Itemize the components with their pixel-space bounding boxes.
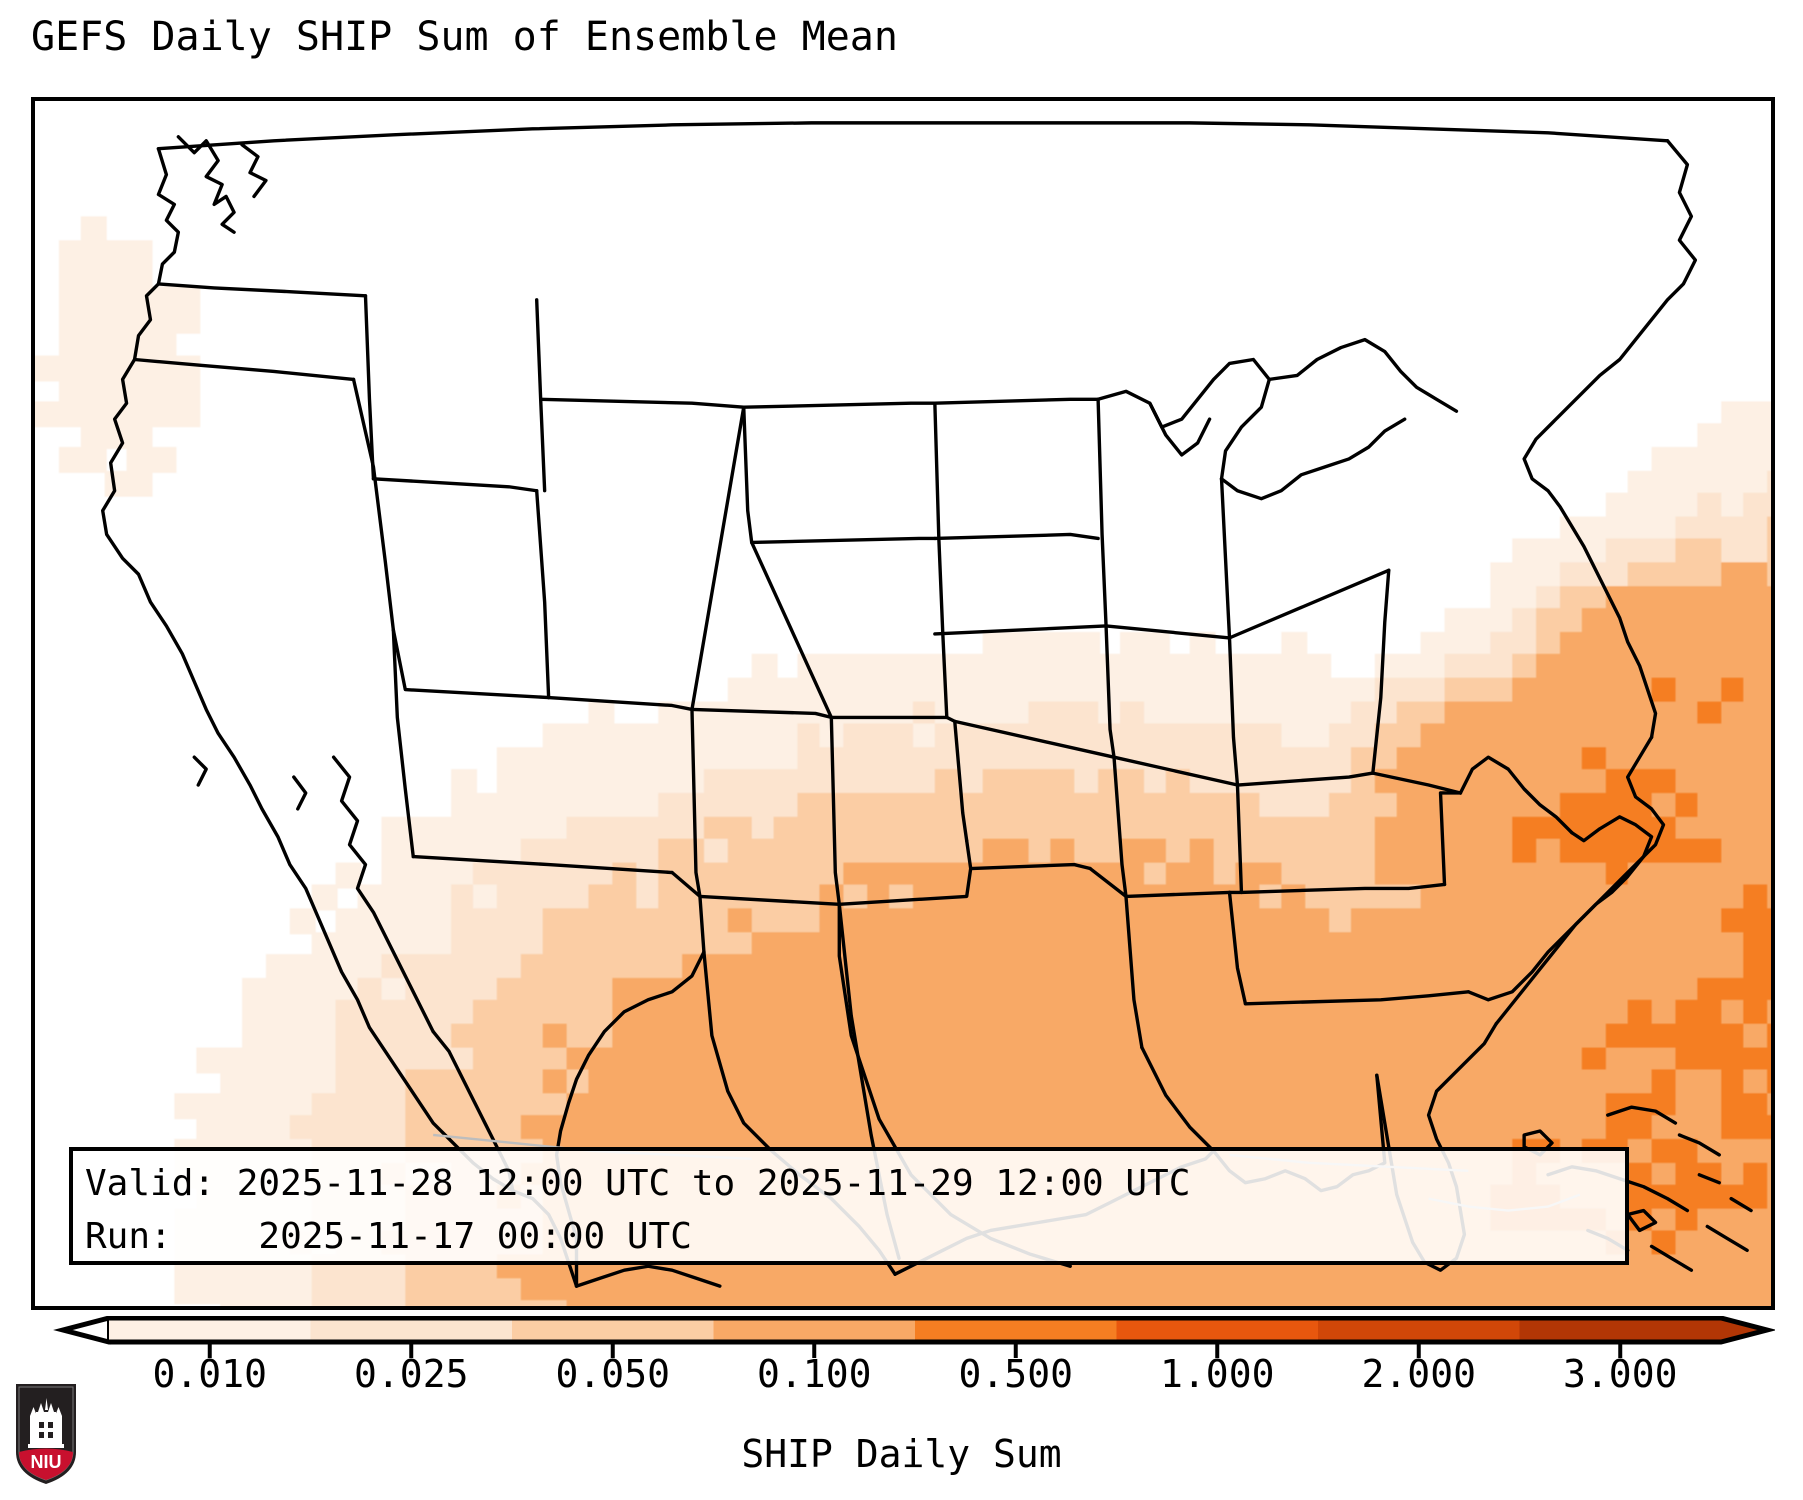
colorbar-axis-label: SHIP Daily Sum: [741, 1432, 1062, 1476]
colorbar-tick-labels: 0.010 0.025 0.050 0.100 0.500 1.000 2.000 3.000: [31, 1352, 1775, 1412]
forecast-info-box: Valid: 2025-11-28 12:00 UTC to 2025-11-2…: [69, 1147, 1629, 1265]
colorbar: 0.010 0.025 0.050 0.100 0.500 1.000 2.000 3.000: [31, 1316, 1775, 1396]
valid-time-line: Valid: 2025-11-28 12:00 UTC to 2025-11-2…: [85, 1163, 1191, 1204]
colorbar-tick-2: 0.050: [555, 1352, 670, 1396]
colorbar-tick-1: 0.025: [354, 1352, 469, 1396]
colorbar-tick-6: 2.000: [1361, 1352, 1476, 1396]
map-canvas: [35, 101, 1771, 1306]
colorbar-tick-0: 0.010: [152, 1352, 267, 1396]
ship-shading-layer: [35, 101, 1771, 1306]
map-panel: Valid: 2025-11-28 12:00 UTC to 2025-11-2…: [31, 97, 1775, 1310]
page-title: GEFS Daily SHIP Sum of Ensemble Mean: [31, 14, 898, 60]
colorbar-tick-7: 3.000: [1563, 1352, 1678, 1396]
colorbar-tick-4: 0.500: [958, 1352, 1073, 1396]
niu-logo: NIU: [16, 1384, 76, 1484]
colorbar-tick-5: 1.000: [1160, 1352, 1275, 1396]
colorbar-tick-3: 0.100: [757, 1352, 872, 1396]
run-time-line: Run: 2025-11-17 00:00 UTC: [85, 1216, 692, 1257]
colorbar-swatches: [53, 1316, 1775, 1358]
niu-logo-text: NIU: [31, 1452, 62, 1472]
